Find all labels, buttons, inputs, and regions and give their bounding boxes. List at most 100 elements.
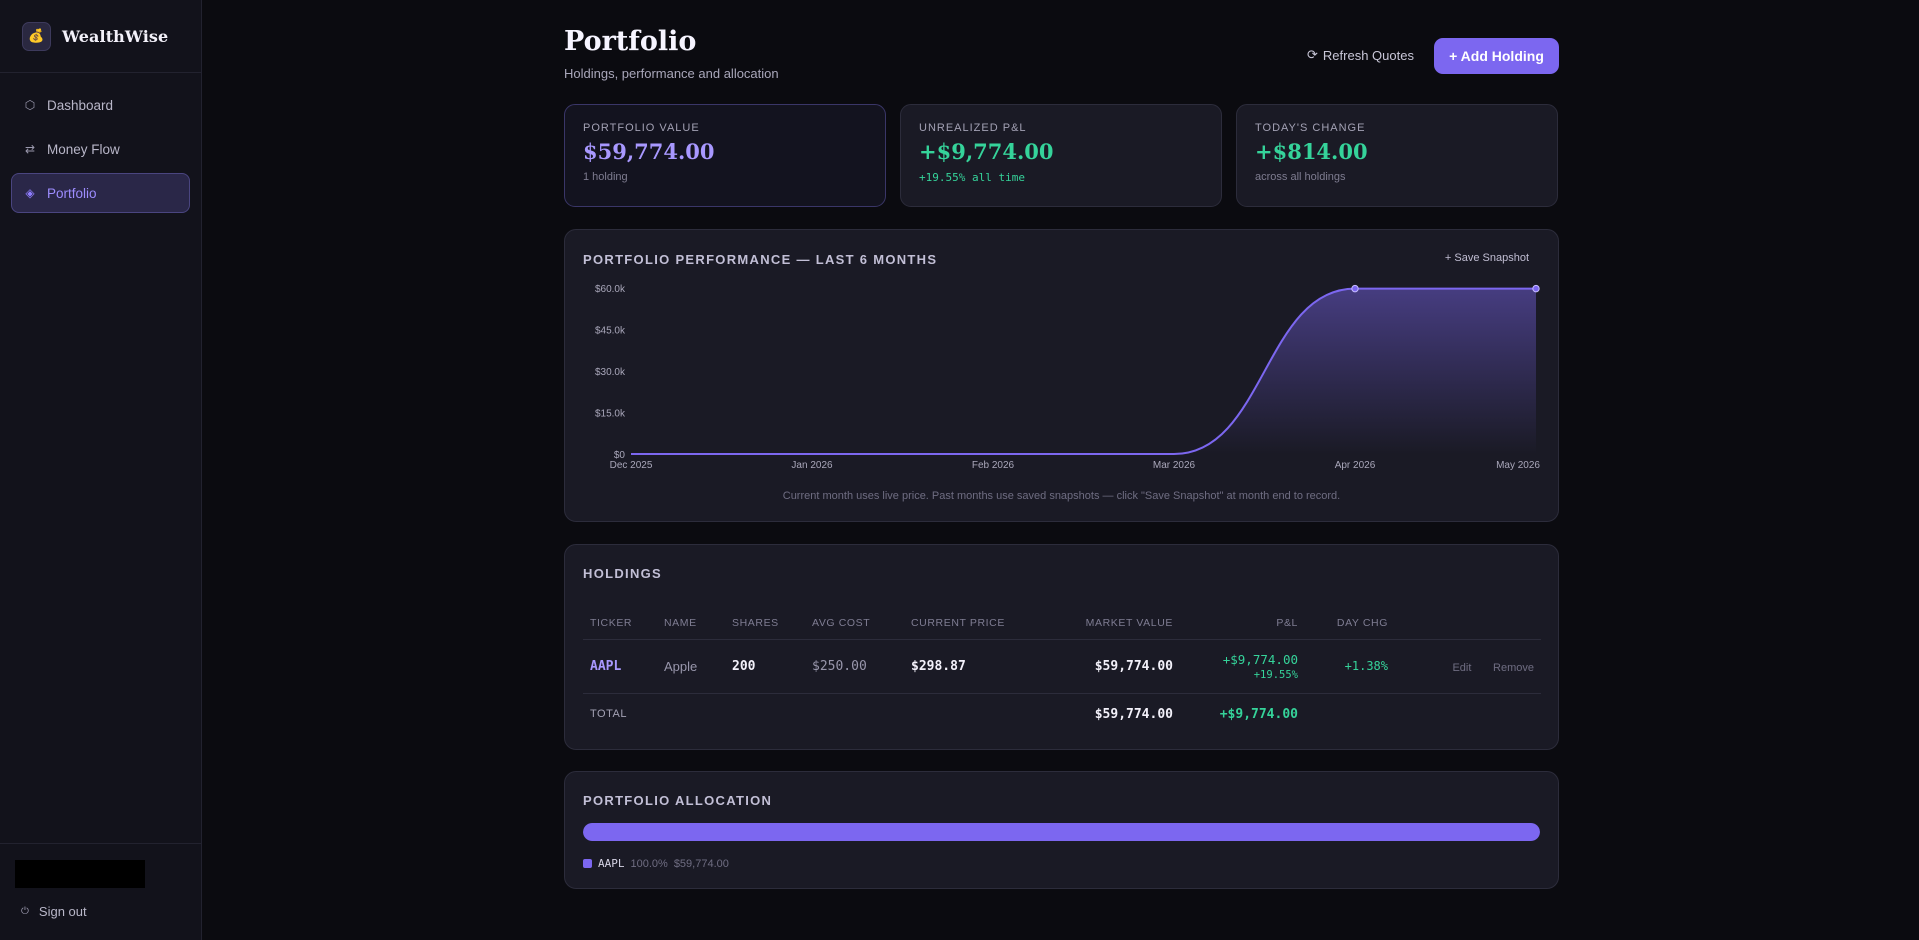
series-line [631, 287, 1536, 455]
sidebar-nav: ⬡ Dashboard ⇄ Money Flow ◈ Portfolio [0, 73, 201, 225]
allocation-bar [583, 823, 1540, 841]
col-shares[interactable]: SHARES [725, 607, 805, 640]
refresh-label: Refresh Quotes [1322, 47, 1414, 63]
cell-market-value: $59,774.00 [1024, 639, 1180, 694]
sidebar-item-dashboard[interactable]: ⬡ Dashboard [11, 85, 190, 125]
sidebar-item-money-flow[interactable]: ⇄ Money Flow [11, 129, 190, 169]
brand-name: WealthWise [62, 26, 169, 46]
cell-current-price: $298.87 [904, 639, 1024, 694]
sidebar: 💰 WealthWise ⬡ Dashboard ⇄ Money Flow ◈ … [0, 0, 202, 940]
holdings-panel: HOLDINGS TICKER NAME SHARES AVG COST CUR… [564, 544, 1559, 750]
pl-percent: +19.55% [1253, 668, 1298, 681]
total-market-value: $59,774.00 [1094, 706, 1173, 722]
pl-amount: +$9,774.00 [1222, 651, 1298, 667]
hexagon-icon: ⬡ [24, 98, 36, 112]
card-value: +$814.00 [1255, 139, 1368, 164]
card-value: +$9,774.00 [919, 139, 1054, 164]
total-label: TOTAL [590, 708, 627, 721]
card-label: UNREALIZED P&L [919, 122, 1027, 134]
y-tick-label: $60.0k [595, 284, 626, 295]
data-point [1351, 284, 1359, 293]
portfolio-value-card: PORTFOLIO VALUE $59,774.00 1 holding [564, 104, 886, 207]
x-tick-label: Dec 2025 [610, 460, 653, 471]
y-tick-label: $45.0k [595, 326, 626, 337]
legend-percent: 100.0% [630, 857, 668, 870]
sidebar-item-label: Money Flow [47, 141, 120, 157]
page-title: Portfolio [564, 26, 697, 57]
sidebar-item-portfolio[interactable]: ◈ Portfolio [11, 173, 190, 213]
diamond-icon: ◈ [25, 186, 35, 200]
col-day-chg[interactable]: DAY CHG [1305, 607, 1395, 640]
holdings-title: HOLDINGS [583, 566, 663, 581]
y-tick-label: $15.0k [595, 409, 626, 420]
col-market-value[interactable]: MARKET VALUE [1024, 607, 1180, 640]
x-tick-label: Apr 2026 [1335, 460, 1376, 471]
refresh-icon: ⟳ [1307, 47, 1318, 62]
summary-cards: PORTFOLIO VALUE $59,774.00 1 holding UNR… [564, 104, 1558, 207]
table-header-row: TICKER NAME SHARES AVG COST CURRENT PRIC… [583, 607, 1541, 640]
performance-title: PORTFOLIO PERFORMANCE — LAST 6 MONTHS [583, 252, 938, 267]
card-note: +19.55% all time [919, 171, 1025, 184]
col-name[interactable]: NAME [657, 607, 725, 640]
refresh-quotes-button[interactable]: ⟳ Refresh Quotes [1307, 47, 1414, 63]
performance-chart: $0 $15.0k $30.0k $45.0k $60.0k Dec 2025 Jan 20… [595, 284, 1540, 471]
allocation-legend: AAPL 100.0% $59,774.00 [583, 857, 729, 870]
user-info-redacted [15, 860, 145, 888]
total-pl: +$9,774.00 [1219, 706, 1298, 722]
data-point [1532, 284, 1540, 293]
performance-panel: PORTFOLIO PERFORMANCE — LAST 6 MONTHS + … [564, 229, 1559, 522]
money-bag-icon: 💰 [22, 21, 51, 51]
card-note: across all holdings [1255, 171, 1346, 183]
add-holding-button[interactable]: + Add Holding [1434, 38, 1559, 74]
sign-out-label: Sign out [38, 904, 87, 919]
col-actions [1395, 607, 1541, 640]
x-tick-label: Mar 2026 [1153, 460, 1196, 471]
cell-name: Apple [657, 639, 725, 694]
cell-avg-cost: $250.00 [805, 639, 904, 694]
chart-note: Current month uses live price. Past mont… [782, 490, 1341, 502]
card-label: PORTFOLIO VALUE [583, 122, 700, 134]
brand[interactable]: 💰 WealthWise [0, 0, 201, 73]
allocation-segment-aapl[interactable] [583, 823, 1540, 841]
todays-change-card: TODAY'S CHANGE +$814.00 across all holdi… [1236, 104, 1558, 207]
cell-actions: Edit Remove [1395, 639, 1541, 694]
legend-swatch [583, 859, 592, 868]
allocation-panel: PORTFOLIO ALLOCATION AAPL 100.0% $59,774… [564, 771, 1559, 889]
legend-value: $59,774.00 [673, 857, 729, 870]
holdings-table: TICKER NAME SHARES AVG COST CURRENT PRIC… [583, 607, 1541, 735]
swap-arrows-icon: ⇄ [24, 142, 36, 156]
y-tick-label: $0 [614, 450, 626, 461]
remove-button[interactable]: Remove [1493, 661, 1534, 674]
card-value: $59,774.00 [583, 139, 715, 164]
card-note: 1 holding [583, 171, 628, 183]
cell-ticker[interactable]: AAPL [583, 639, 657, 694]
page-subtitle: Holdings, performance and allocation [564, 66, 779, 81]
edit-button[interactable]: Edit [1452, 661, 1472, 674]
total-row: TOTAL $59,774.00 +$9,774.00 [583, 693, 1541, 735]
sign-out-button[interactable]: ⏻ Sign out [21, 904, 186, 919]
col-avg-cost[interactable]: AVG COST [805, 607, 904, 640]
power-icon: ⏻ [21, 906, 29, 917]
main-content: Portfolio Holdings, performance and allo… [564, 0, 1559, 889]
cell-shares: 200 [725, 639, 805, 694]
page-header: Portfolio Holdings, performance and allo… [564, 0, 1559, 104]
legend-ticker: AAPL [598, 857, 625, 870]
sidebar-item-label: Portfolio [47, 185, 97, 201]
col-ticker[interactable]: TICKER [583, 607, 657, 640]
col-current-price[interactable]: CURRENT PRICE [904, 607, 1024, 640]
x-tick-label: Feb 2026 [972, 460, 1015, 471]
table-row: AAPL Apple 200 $250.00 $298.87 $59,774.0… [583, 639, 1541, 694]
cell-pl: +$9,774.00 +19.55% [1180, 639, 1305, 694]
x-tick-label: Jan 2026 [791, 460, 833, 471]
card-label: TODAY'S CHANGE [1255, 122, 1366, 134]
allocation-title: PORTFOLIO ALLOCATION [583, 793, 773, 808]
series-area [631, 288, 1536, 454]
unrealized-pl-card: UNREALIZED P&L +$9,774.00 +19.55% all ti… [900, 104, 1222, 207]
sidebar-footer: ⏻ Sign out [0, 843, 201, 940]
save-snapshot-button[interactable]: + Save Snapshot [1444, 252, 1529, 264]
cell-day-chg: +1.38% [1305, 639, 1395, 694]
y-tick-label: $30.0k [595, 367, 626, 378]
col-pl[interactable]: P&L [1180, 607, 1305, 640]
sidebar-item-label: Dashboard [47, 97, 114, 113]
x-tick-label: May 2026 [1496, 460, 1540, 471]
